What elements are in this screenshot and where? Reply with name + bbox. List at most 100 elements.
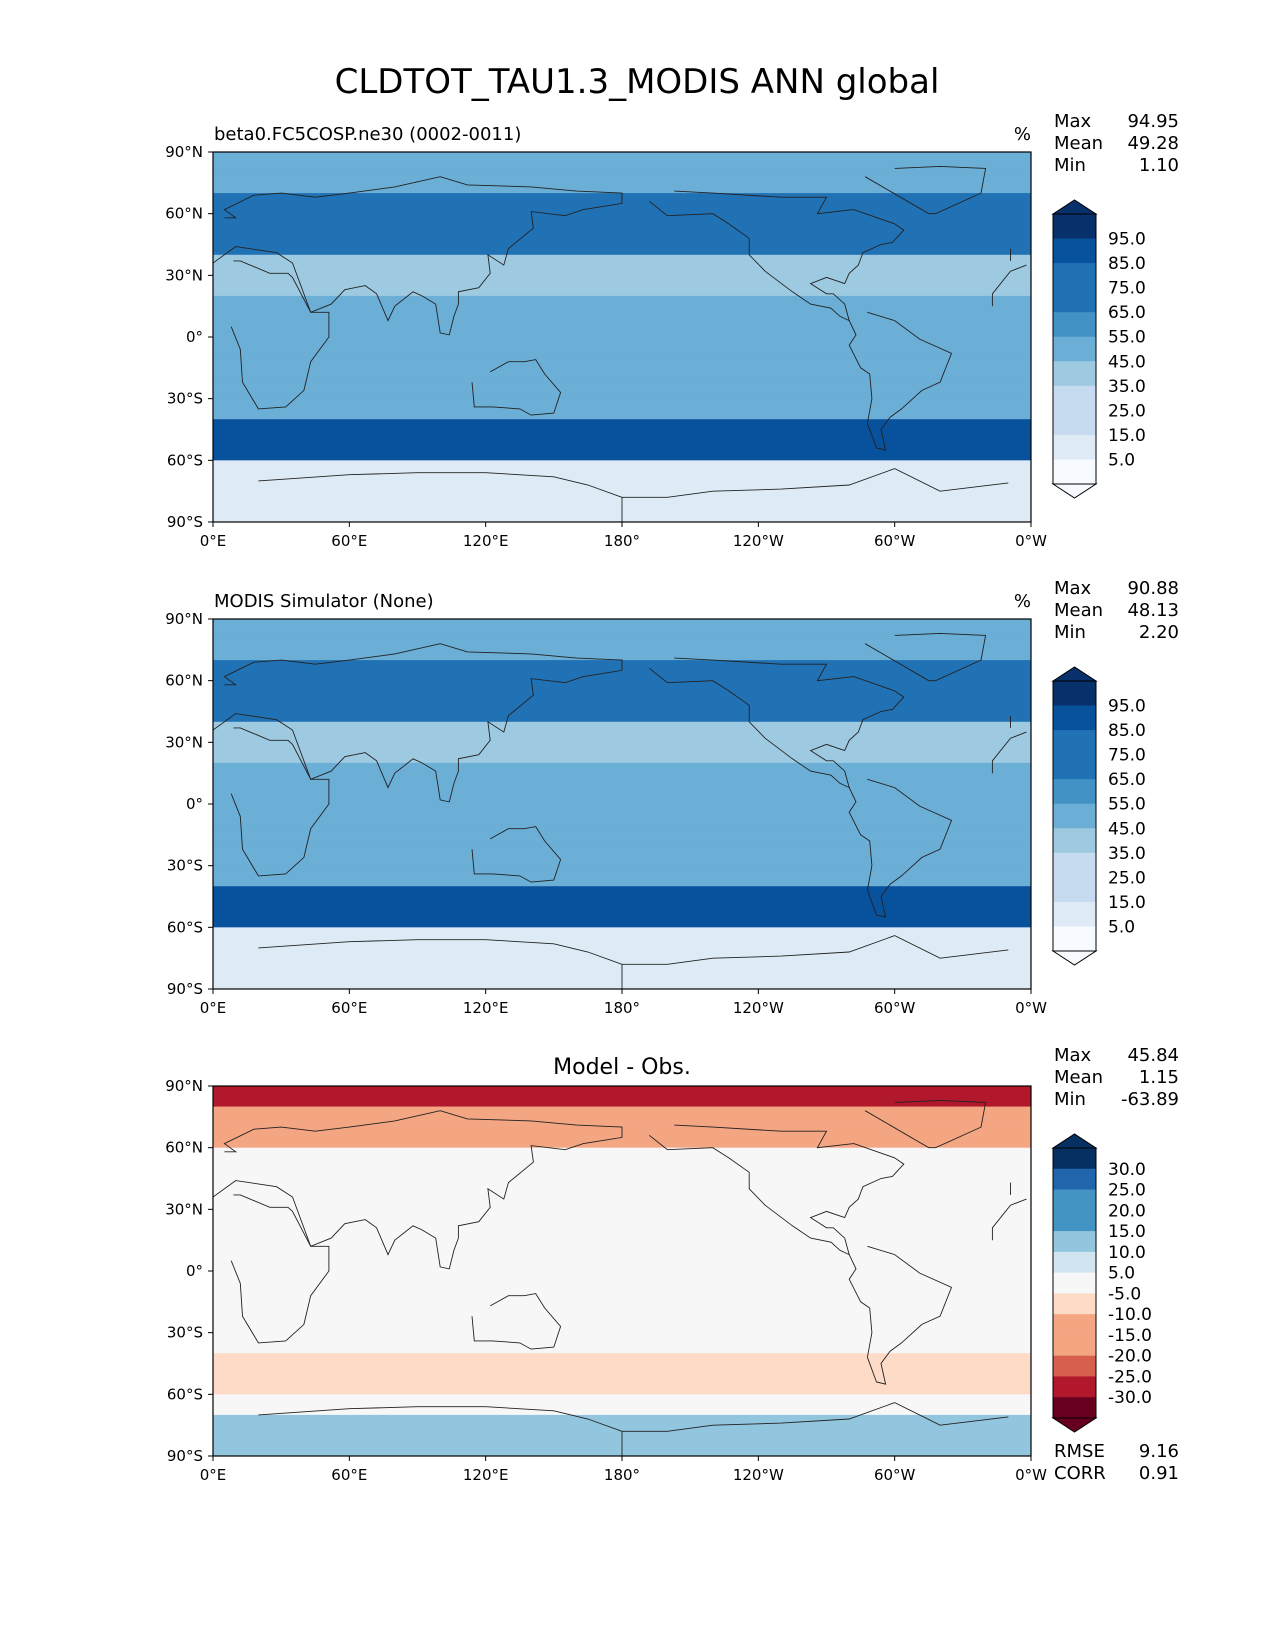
field-band — [213, 1188, 1031, 1210]
colorbar-segment — [1053, 214, 1096, 240]
x-tick-label: 120°E — [463, 1466, 509, 1484]
colorbar-frame — [1052, 680, 1097, 952]
field — [213, 1086, 1031, 1456]
field-band — [213, 639, 1031, 661]
field-band — [213, 1229, 1031, 1252]
coastline — [864, 632, 987, 682]
stat-value: 94.95 — [1127, 111, 1179, 132]
colorbar-segment — [1053, 1189, 1096, 1211]
map-panel-1: 0°E 60°E 120°E 180° 120°W 60°W 0°W 90°N 60°N 30°N… — [165, 111, 1179, 550]
x-tick-label: 120°W — [733, 532, 784, 550]
x-tick-label: 120°E — [463, 532, 509, 550]
coastline — [649, 1124, 905, 1256]
panel-title: MODIS Simulator (None) — [214, 591, 434, 612]
colorbar-tick-label: 35.0 — [1108, 377, 1146, 397]
coastline — [230, 260, 1027, 410]
field-band — [213, 1209, 1031, 1231]
colorbar-tick-label: -15.0 — [1108, 1326, 1152, 1346]
colorbar-extend-max — [1051, 666, 1098, 682]
field-band — [213, 378, 1031, 400]
y-tick-label: 90°S — [167, 513, 203, 531]
colorbar: 30.025.020.015.010.05.0-5.0-10.0-15.0-20… — [1051, 1133, 1152, 1433]
colorbar-segment — [1053, 877, 1096, 903]
colorbar-segment — [1053, 361, 1096, 387]
x-tick-label: 60°W — [874, 999, 916, 1017]
stat-value: 45.84 — [1127, 1045, 1179, 1066]
colorbar: 95.0 85.0 75.0 65.0 55.0 45.0 35.0 25.0 15.0 5.0 — [1051, 666, 1146, 966]
colorbar-tick-label: 10.0 — [1108, 1243, 1146, 1263]
field-band — [213, 1086, 1031, 1108]
x-tick-label: 180° — [604, 532, 640, 550]
colorbar-tick-label: -10.0 — [1108, 1305, 1152, 1325]
colorbar-tick-label: 95.0 — [1108, 697, 1146, 717]
colorbar-segment — [1053, 1272, 1096, 1294]
field — [213, 152, 1031, 522]
x-tick-label: 0°E — [200, 1466, 227, 1484]
colorbar-tick-label: 55.0 — [1108, 328, 1146, 348]
y-tick-label: 30°N — [165, 266, 203, 284]
y-tick-label: 90°N — [165, 1077, 203, 1095]
x-tick-label: 0°E — [200, 999, 227, 1017]
field-band — [213, 1168, 1031, 1190]
coastline — [258, 935, 1009, 989]
coastline — [471, 1293, 562, 1350]
units-label: % — [1014, 591, 1031, 612]
colorbar-tick-label: 85.0 — [1108, 254, 1146, 274]
stat-value: 49.28 — [1127, 133, 1179, 154]
stat-label: Min — [1054, 622, 1086, 643]
colorbar-tick-label: -5.0 — [1108, 1284, 1141, 1304]
y-tick-label: 30°S — [167, 1324, 203, 1342]
coastline — [471, 826, 562, 883]
colorbar-tick-label: 30.0 — [1108, 1160, 1146, 1180]
field-band — [213, 1106, 1031, 1128]
field-band — [213, 845, 1031, 867]
colorbar-segment — [1053, 1148, 1096, 1170]
field-band — [213, 824, 1031, 846]
field-band — [213, 439, 1031, 461]
field-band — [213, 1271, 1031, 1293]
stat-label: Max — [1054, 578, 1092, 599]
field-band — [213, 234, 1031, 256]
x-tick-label: 0°E — [200, 532, 227, 550]
coastline — [258, 468, 1009, 522]
colorbar-segment — [1053, 1293, 1096, 1315]
colorbar-segment — [1053, 1210, 1096, 1232]
field-band — [213, 1332, 1031, 1354]
field-band — [213, 762, 1031, 785]
colorbar-segment — [1053, 1231, 1096, 1253]
y-tick-label: 30°S — [167, 390, 203, 408]
coastline — [471, 359, 562, 416]
field-band — [213, 680, 1031, 702]
panel-title: beta0.FC5COSP.ne30 (0002-0011) — [214, 124, 521, 145]
stat-value: 48.13 — [1127, 600, 1179, 621]
metric-value: 9.16 — [1139, 1441, 1179, 1462]
stat-label: Mean — [1054, 1067, 1103, 1088]
metric-label: CORR — [1054, 1463, 1106, 1484]
colorbar-segment — [1053, 1314, 1096, 1336]
field-band — [213, 927, 1031, 949]
stat-value: 1.15 — [1139, 1067, 1179, 1088]
x-tick-label: 180° — [604, 1466, 640, 1484]
coastline — [230, 1194, 1027, 1344]
colorbar-tick-label: 25.0 — [1108, 868, 1146, 888]
colorbar-segment — [1053, 901, 1096, 927]
field-band — [213, 152, 1031, 174]
field-band — [213, 721, 1031, 743]
x-tick-label: 60°E — [331, 1466, 367, 1484]
coastline — [864, 1099, 987, 1149]
field-band — [213, 172, 1031, 194]
colorbar-tick-label: 55.0 — [1108, 795, 1146, 815]
colorbar-tick-label: 20.0 — [1108, 1201, 1146, 1221]
colorbar-tick-label: 15.0 — [1108, 426, 1146, 446]
coastline — [649, 190, 905, 322]
colorbar-tick-label: 25.0 — [1108, 1181, 1146, 1201]
colorbar-tick-label: 25.0 — [1108, 401, 1146, 421]
field-band — [213, 1373, 1031, 1395]
x-tick-label: 60°E — [331, 999, 367, 1017]
y-tick-label: 90°N — [165, 610, 203, 628]
y-tick-label: 60°S — [167, 451, 203, 469]
stat-label: Min — [1054, 155, 1086, 176]
metric-value: 0.91 — [1139, 1463, 1179, 1484]
field-band — [213, 804, 1031, 826]
